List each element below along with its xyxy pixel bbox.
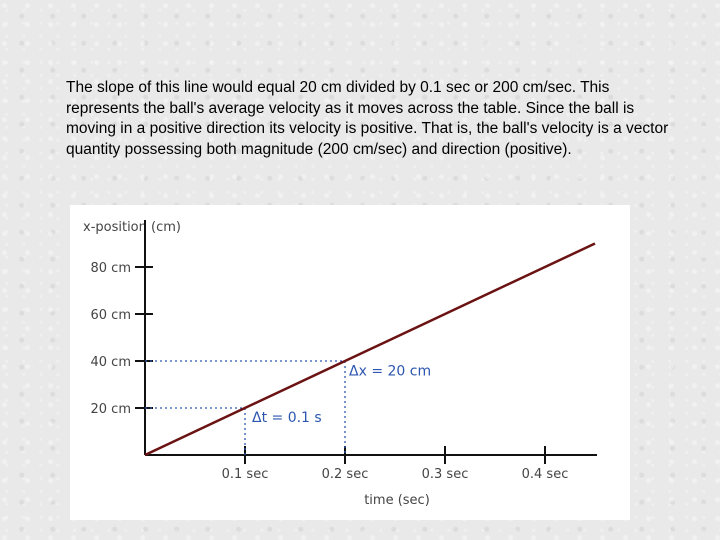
x-tick-label-3: 0.4 sec xyxy=(522,467,569,482)
x-tick-label-2: 0.3 sec xyxy=(422,467,469,482)
delta-t-label: Δt = 0.1 s xyxy=(252,410,322,426)
x-axis-label: time (sec) xyxy=(364,493,430,508)
position-time-chart: x-position (cm) time (sec) 20 cm 40 cm 60 … xyxy=(70,205,630,520)
y-tick-label-0: 20 cm xyxy=(91,402,132,417)
slide-paragraph: The slope of this line would equal 20 cm… xyxy=(66,79,669,158)
x-tick-label-1: 0.2 sec xyxy=(322,467,369,482)
delta-x-label: Δx = 20 cm xyxy=(349,364,431,380)
y-axis-label: x-position (cm) xyxy=(83,220,181,235)
y-tick-label-3: 80 cm xyxy=(91,261,132,276)
y-tick-label-1: 40 cm xyxy=(91,355,132,370)
chart-svg: x-position (cm) time (sec) 20 cm 40 cm 60 … xyxy=(83,220,597,508)
series-line xyxy=(144,242,596,457)
y-tick-label-2: 60 cm xyxy=(91,308,132,323)
x-tick-label-0: 0.1 sec xyxy=(222,467,269,482)
